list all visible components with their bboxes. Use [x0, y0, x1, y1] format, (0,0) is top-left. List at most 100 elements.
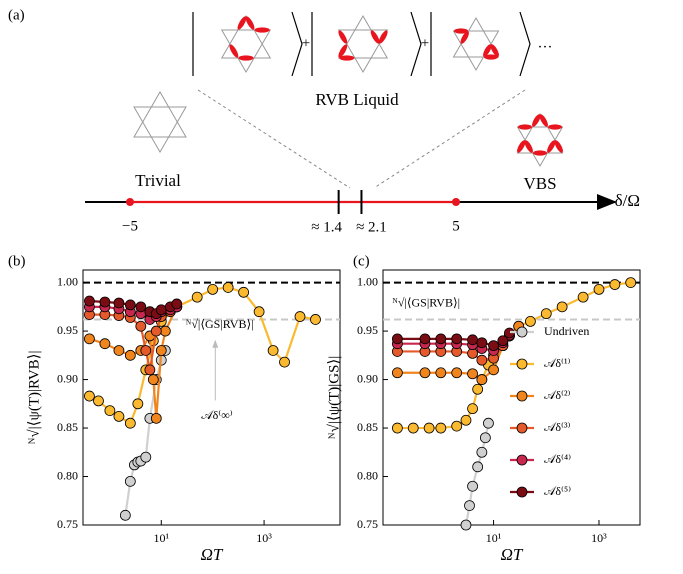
dimer — [245, 16, 255, 30]
data-point — [310, 314, 321, 325]
dimer — [483, 44, 492, 57]
y-tick-label: 0.75 — [357, 517, 378, 531]
kagome-lattice — [220, 29, 272, 73]
dimer — [547, 140, 556, 153]
data-point — [159, 325, 171, 337]
data-point — [124, 475, 136, 487]
guide-line — [373, 89, 526, 189]
kagome — [220, 15, 272, 73]
data-point — [279, 356, 290, 368]
dimer — [370, 30, 380, 44]
data-point — [540, 308, 552, 320]
dimer — [547, 124, 563, 130]
dimer — [517, 124, 533, 130]
data-point — [267, 345, 279, 356]
data-point — [113, 345, 125, 356]
legend-label: 𝒜δ⁽³⁾ — [544, 420, 571, 434]
kagome-lattice — [452, 30, 500, 71]
data-point — [84, 333, 95, 345]
legend-marker — [516, 358, 528, 370]
ket-plus: + — [302, 35, 310, 51]
phase-point — [452, 198, 460, 206]
x-axis-label: ΩT — [501, 545, 524, 564]
dimer — [460, 31, 469, 44]
data-point — [435, 367, 447, 379]
data-point — [93, 395, 104, 407]
data-point — [435, 333, 447, 345]
data-point — [391, 367, 403, 379]
data-point — [435, 422, 447, 434]
phase-point — [126, 198, 134, 206]
kagome — [133, 90, 187, 154]
dimer — [254, 27, 270, 33]
plot-frame — [382, 269, 641, 526]
data-point — [253, 306, 265, 318]
data-point — [419, 333, 431, 345]
dimer — [554, 140, 563, 153]
panel-label: (a) — [8, 7, 25, 23]
annotation: 𝒜δ⁽∞⁾ — [201, 408, 233, 422]
dimer — [532, 150, 548, 156]
data-point — [84, 390, 95, 402]
dimer — [339, 55, 355, 61]
y-tick-label: 0.90 — [57, 371, 78, 385]
data-point — [155, 304, 167, 316]
legend-marker — [516, 486, 528, 498]
dimer — [539, 114, 548, 127]
x-axis-label: ΩT — [201, 545, 224, 564]
phase-tick-label: 5 — [452, 218, 460, 234]
kagome-lattice — [133, 106, 187, 154]
legend-label: 𝒜δ⁽¹⁾ — [544, 356, 571, 370]
ket-plus: + — [421, 35, 429, 51]
x-tick-label: 10¹ — [486, 531, 502, 545]
annotation: ᴺ√|⟨GS|RVB⟩| — [186, 317, 254, 331]
x-tick-label: 10³ — [256, 531, 272, 545]
data-point — [467, 368, 478, 380]
dimer — [524, 140, 533, 153]
data-point — [238, 286, 250, 298]
kagome-lattice — [516, 126, 564, 167]
kagome-lattice — [516, 113, 564, 154]
vbs-label: VBS — [523, 174, 556, 193]
data-point — [135, 320, 147, 332]
kagome-lattice — [337, 29, 389, 73]
data-point — [476, 374, 488, 385]
data-point — [99, 296, 111, 308]
data-point — [150, 412, 162, 424]
legend-label: 𝒜δ⁽²⁾ — [544, 388, 571, 402]
kagome-lattice — [337, 15, 389, 59]
phase-tick-label: −5 — [122, 218, 138, 234]
data-point — [155, 345, 167, 356]
kagome-lattice — [133, 90, 187, 138]
data-point — [147, 374, 159, 385]
rvb-label: RVB Liquid — [315, 90, 399, 109]
dimer — [229, 44, 239, 58]
data-point — [191, 291, 203, 303]
data-point — [119, 509, 131, 521]
legend-marker — [516, 422, 528, 434]
x-tick-label: 10³ — [591, 531, 607, 545]
data-point — [124, 299, 136, 311]
data-point — [124, 417, 136, 429]
y-tick-label: 1.00 — [57, 274, 78, 288]
data-point — [407, 422, 419, 434]
data-point — [99, 338, 111, 350]
data-point — [556, 301, 568, 313]
data-point — [460, 519, 472, 531]
data-point — [467, 403, 478, 415]
data-point — [479, 432, 491, 444]
y-axis-label: ᴺ√|⟨ψ(T)|RVB⟩| — [26, 350, 42, 444]
data-point — [423, 422, 435, 434]
data-point — [577, 291, 589, 303]
legend-marker — [516, 326, 528, 338]
data-point — [451, 333, 463, 345]
data-point — [207, 283, 219, 295]
data-point — [472, 383, 484, 395]
legend-marker — [516, 454, 528, 466]
kagome — [516, 113, 564, 167]
data-point — [104, 405, 116, 416]
y-tick-label: 0.95 — [357, 323, 378, 337]
data-point — [476, 354, 488, 366]
guide-line — [197, 89, 351, 189]
data-point — [464, 500, 475, 512]
